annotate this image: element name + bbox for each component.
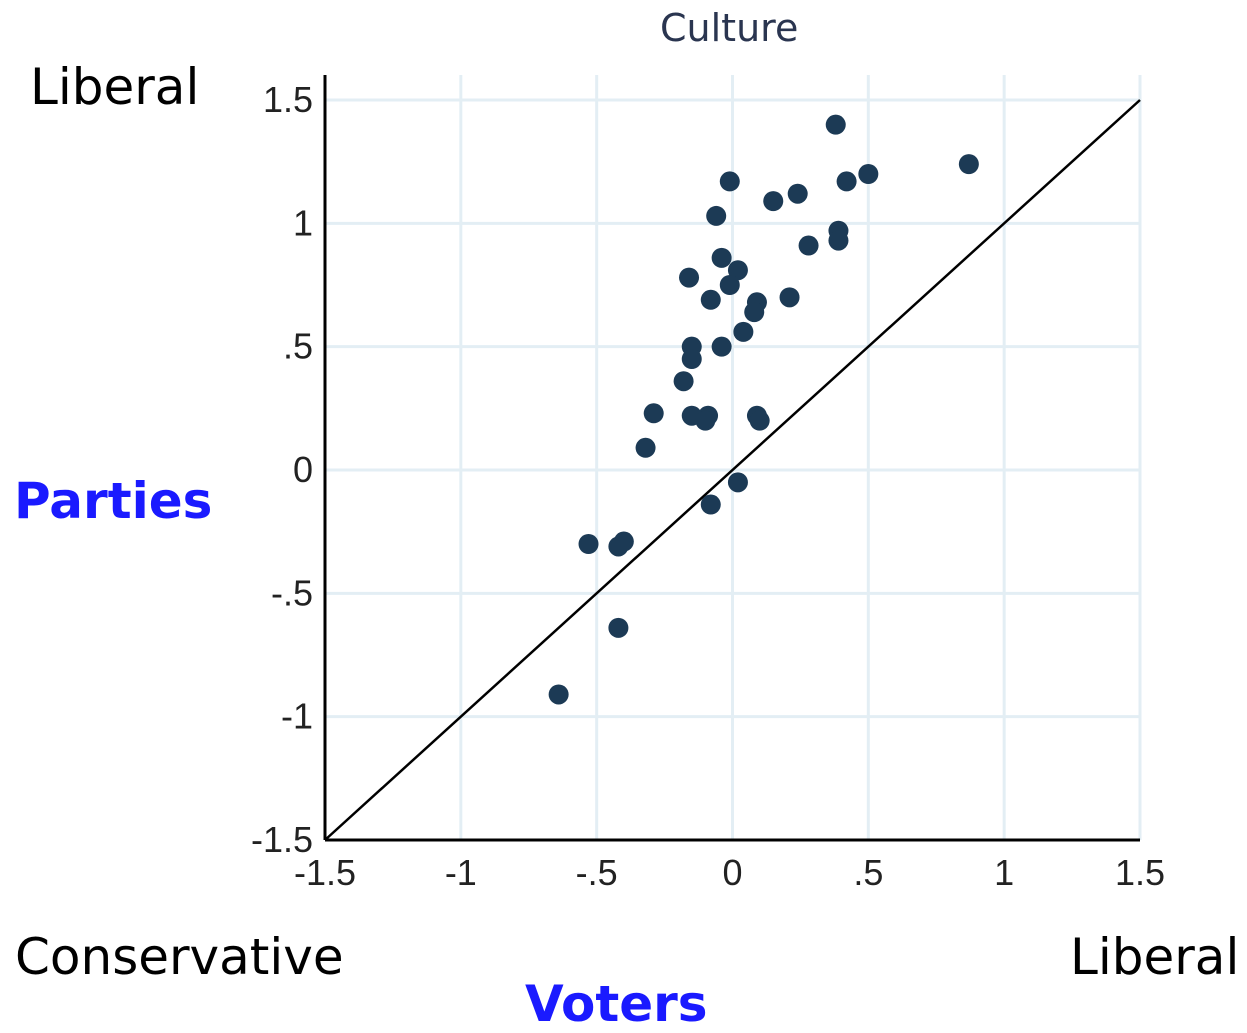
data-point-1 [858,164,879,184]
data-point-24 [643,403,664,424]
data-point-12 [727,260,748,281]
data-point-18 [744,302,765,323]
data-point-13 [679,267,700,288]
data-points [548,114,979,705]
y-tick-label: -1 [281,696,313,737]
data-point-21 [711,336,732,357]
tick-labels: -1.5 -1 -.5 0 .5 1 1.5 -1.5 -1 -.5 0 .5 1 1.5 [251,79,1165,893]
x-left-label: Conservative [15,928,344,986]
data-point-5 [787,183,808,204]
x-tick-label: 0 [722,852,742,893]
x-tick-label: -1 [445,852,477,893]
y-tick-label: 1 [293,202,313,243]
y-tick-label: -1.5 [251,819,313,860]
data-point-19 [733,321,754,342]
x-tick-label: .5 [853,852,883,893]
data-point-7 [706,205,727,226]
data-point-4 [719,171,740,192]
data-point-11 [711,247,732,268]
data-point-35 [608,536,629,557]
data-point-33 [578,534,599,554]
x-tick-label: 1 [994,852,1014,893]
data-point-10 [798,235,819,256]
data-point-0 [825,114,846,135]
x-tick-label: 1.5 [1115,852,1165,893]
data-point-37 [548,684,569,705]
data-point-27 [695,410,716,431]
y-top-label: Liberal [30,58,200,116]
data-point-15 [700,289,721,310]
data-point-32 [700,494,721,515]
reference-line [324,99,1141,841]
data-point-36 [608,617,629,638]
y-tick-label: 0 [293,449,313,490]
x-tick-label: -1.5 [294,852,356,893]
data-point-3 [958,154,979,175]
data-point-6 [763,191,784,212]
data-point-14 [719,275,740,295]
data-point-9 [828,230,849,251]
data-point-22 [681,349,702,369]
x-tick-label: -.5 [576,852,618,893]
data-point-30 [635,437,656,458]
y-tick-label: -.5 [271,572,313,613]
y-tick-label: .5 [283,326,313,367]
chart-title: Culture [660,6,799,50]
y-tick-label: 1.5 [263,79,313,120]
data-point-23 [673,371,694,392]
data-point-17 [779,287,800,308]
x-axis-title: Voters [525,975,708,1033]
data-point-29 [749,410,770,431]
data-point-2 [836,171,857,192]
y-axis-title: Parties [14,472,213,530]
data-point-31 [727,472,748,493]
x-right-label: Liberal [1070,928,1240,986]
